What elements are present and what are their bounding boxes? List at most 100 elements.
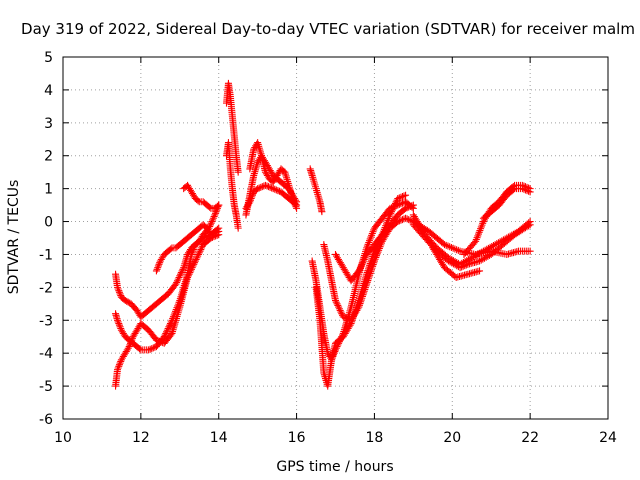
- x-tick-label: 22: [521, 430, 539, 446]
- series-13: [312, 201, 417, 390]
- data-point: [187, 265, 195, 273]
- y-tick-label: -3: [39, 313, 53, 329]
- data-point: [403, 215, 411, 223]
- data-point: [398, 216, 406, 224]
- data-point: [149, 344, 157, 352]
- data-point: [184, 273, 192, 281]
- data-point: [177, 270, 185, 278]
- data-point: [358, 294, 366, 302]
- data-point: [245, 199, 253, 207]
- data-point: [116, 359, 124, 367]
- data-point: [116, 323, 124, 331]
- data-point: [186, 269, 194, 277]
- data-point: [174, 275, 182, 283]
- data-point: [336, 306, 344, 314]
- data-point: [191, 257, 199, 265]
- data-point: [213, 202, 221, 210]
- series-14: [320, 214, 417, 324]
- data-point: [211, 209, 219, 217]
- data-point: [526, 188, 534, 196]
- series-6: [223, 79, 242, 176]
- data-point: [208, 218, 216, 226]
- x-tick-label: 24: [599, 430, 617, 446]
- data-point: [334, 301, 342, 309]
- data-point: [271, 185, 279, 193]
- data-point: [255, 184, 263, 192]
- data-point: [162, 329, 170, 337]
- data-point: [314, 190, 322, 198]
- data-point: [114, 364, 122, 372]
- data-point: [358, 292, 366, 300]
- chart-title: Day 319 of 2022, Sidereal Day-to-day VTE…: [21, 20, 635, 38]
- data-point: [461, 262, 469, 270]
- data-point: [189, 246, 197, 254]
- data-point: [526, 247, 534, 255]
- data-point: [177, 269, 185, 277]
- data-point: [447, 244, 455, 252]
- data-point: [400, 192, 408, 200]
- y-tick-label: -1: [39, 247, 53, 263]
- data-point: [189, 262, 197, 270]
- y-tick-label: 5: [44, 50, 53, 66]
- data-point: [456, 264, 464, 272]
- data-point: [394, 218, 402, 226]
- x-tick-label: 18: [366, 430, 384, 446]
- data-point: [189, 247, 197, 255]
- data-point: [387, 209, 395, 217]
- series-19: [409, 218, 534, 258]
- data-point: [310, 177, 318, 185]
- data-point: [368, 264, 376, 272]
- data-point: [390, 203, 398, 211]
- data-point: [167, 245, 175, 253]
- data-point: [367, 266, 375, 274]
- data-point: [248, 193, 256, 201]
- data-point: [391, 201, 399, 209]
- data-point: [283, 174, 291, 182]
- data-point: [386, 211, 394, 219]
- data-point: [116, 290, 124, 298]
- data-point: [526, 221, 534, 229]
- data-point: [173, 278, 181, 286]
- data-point: [293, 201, 301, 209]
- plot-frame: [62, 56, 609, 420]
- data-point: [332, 297, 339, 305]
- data-point: [124, 344, 132, 352]
- data-point: [291, 200, 299, 208]
- data-point: [115, 287, 123, 295]
- data-point: [355, 303, 363, 311]
- series-11: [306, 165, 326, 216]
- data-point: [357, 262, 365, 270]
- y-tick-label: 3: [44, 116, 53, 132]
- data-point: [114, 318, 122, 326]
- data-point: [406, 202, 414, 210]
- y-tick-label: -2: [39, 280, 53, 296]
- data-point: [194, 250, 202, 258]
- data-point: [444, 242, 452, 250]
- data-point: [263, 182, 271, 190]
- data-point: [311, 181, 319, 189]
- data-point: [266, 183, 274, 191]
- data-point: [398, 193, 406, 201]
- data-point: [361, 284, 369, 292]
- data-point: [198, 244, 206, 252]
- data-point: [114, 366, 121, 374]
- data-point: [388, 206, 396, 214]
- data-point: [525, 187, 533, 195]
- data-point: [117, 325, 125, 332]
- data-point: [313, 188, 321, 196]
- data-point: [369, 262, 377, 270]
- data-point: [309, 173, 317, 181]
- data-point: [127, 338, 135, 346]
- data-point: [310, 179, 318, 187]
- data-point: [363, 278, 371, 286]
- data-point: [154, 262, 162, 270]
- x-tick-label: 10: [54, 430, 72, 446]
- data-point: [341, 314, 349, 322]
- data-point: [365, 273, 373, 281]
- data-point: [339, 313, 347, 321]
- data-point: [274, 187, 282, 195]
- data-point: [161, 331, 169, 339]
- data-point: [155, 260, 163, 268]
- series-9: [246, 139, 301, 212]
- data-point: [314, 192, 322, 200]
